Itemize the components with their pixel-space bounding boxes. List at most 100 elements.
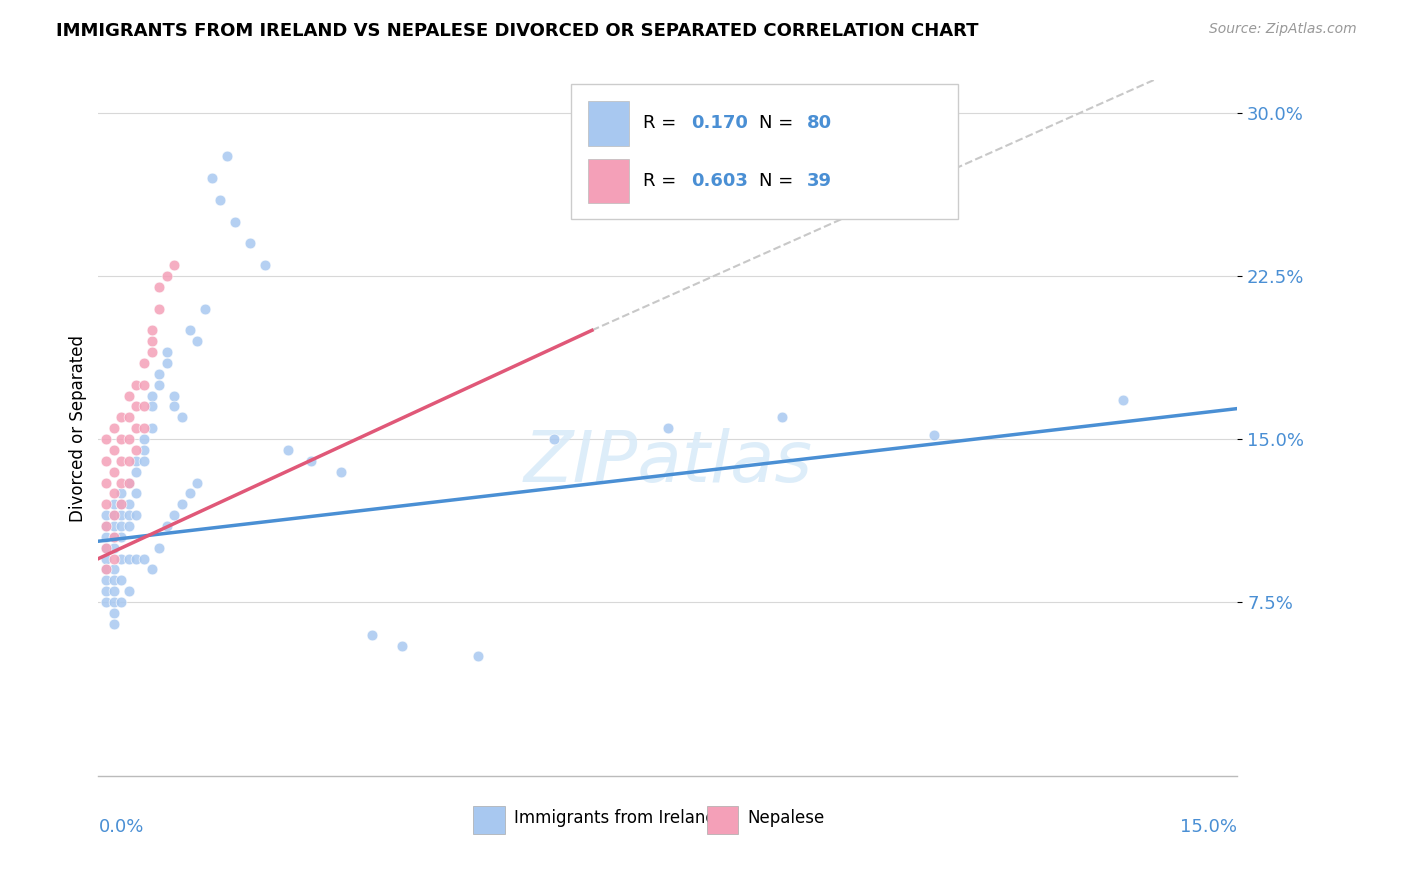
Point xyxy=(94,541,117,555)
Text: R =: R = xyxy=(643,114,682,132)
Point xyxy=(94,519,117,533)
Point xyxy=(132,551,155,566)
Point xyxy=(125,454,148,468)
Point xyxy=(110,475,132,490)
Point xyxy=(125,508,148,523)
Y-axis label: Divorced or Separated: Divorced or Separated xyxy=(69,334,87,522)
Text: IMMIGRANTS FROM IRELAND VS NEPALESE DIVORCED OR SEPARATED CORRELATION CHART: IMMIGRANTS FROM IRELAND VS NEPALESE DIVO… xyxy=(56,22,979,40)
Point xyxy=(148,367,170,381)
Point xyxy=(103,442,125,457)
FancyBboxPatch shape xyxy=(472,806,505,834)
Point xyxy=(94,562,117,576)
Point xyxy=(156,356,179,370)
Point xyxy=(141,421,163,435)
Point xyxy=(132,432,155,446)
Point xyxy=(148,280,170,294)
Text: N =: N = xyxy=(759,114,799,132)
FancyBboxPatch shape xyxy=(707,806,738,834)
Point xyxy=(118,508,141,523)
Point xyxy=(156,519,179,533)
Text: Nepalese: Nepalese xyxy=(748,809,825,827)
Point xyxy=(125,486,148,500)
Point xyxy=(156,345,179,359)
Point xyxy=(103,530,125,544)
Text: 15.0%: 15.0% xyxy=(1180,818,1237,836)
Point xyxy=(103,519,125,533)
Point xyxy=(94,562,117,576)
Point xyxy=(132,421,155,435)
Point xyxy=(94,519,117,533)
Point xyxy=(179,323,201,337)
Point xyxy=(94,475,117,490)
Point xyxy=(118,454,141,468)
Point xyxy=(103,606,125,620)
Point xyxy=(299,454,322,468)
Point xyxy=(277,442,299,457)
Point xyxy=(170,410,193,425)
Point xyxy=(103,486,125,500)
Point xyxy=(103,584,125,599)
Point xyxy=(254,258,277,272)
Point xyxy=(148,301,170,316)
Point xyxy=(118,475,141,490)
Point xyxy=(163,388,186,402)
Point xyxy=(163,508,186,523)
Point xyxy=(118,432,141,446)
Point xyxy=(103,508,125,523)
Point xyxy=(103,497,125,511)
Point xyxy=(118,551,141,566)
Point xyxy=(118,519,141,533)
Point xyxy=(110,486,132,500)
Point xyxy=(103,530,125,544)
Point xyxy=(110,595,132,609)
Point xyxy=(110,519,132,533)
Point xyxy=(110,530,132,544)
Point xyxy=(125,442,148,457)
Point xyxy=(103,562,125,576)
Point xyxy=(186,334,208,349)
Point xyxy=(103,508,125,523)
Point xyxy=(118,410,141,425)
Point xyxy=(94,551,117,566)
Point xyxy=(94,574,117,588)
Point xyxy=(141,388,163,402)
Point xyxy=(94,432,117,446)
Point xyxy=(125,400,148,414)
Text: Immigrants from Ireland: Immigrants from Ireland xyxy=(515,809,716,827)
Point xyxy=(770,410,793,425)
Point xyxy=(170,497,193,511)
Point xyxy=(657,421,679,435)
Point xyxy=(360,628,382,642)
Point xyxy=(148,541,170,555)
Point xyxy=(94,497,117,511)
Point xyxy=(330,465,353,479)
Text: 39: 39 xyxy=(807,172,832,190)
Point xyxy=(208,193,231,207)
Point xyxy=(141,562,163,576)
Point xyxy=(132,442,155,457)
Point xyxy=(163,400,186,414)
Point xyxy=(391,639,413,653)
Point xyxy=(118,584,141,599)
Point xyxy=(118,475,141,490)
Point xyxy=(94,454,117,468)
Point xyxy=(132,400,155,414)
Point xyxy=(110,454,132,468)
Point xyxy=(543,432,565,446)
Point xyxy=(141,400,163,414)
Point xyxy=(94,508,117,523)
Point xyxy=(94,530,117,544)
FancyBboxPatch shape xyxy=(588,159,628,203)
Point xyxy=(110,410,132,425)
Point xyxy=(110,551,132,566)
Point xyxy=(103,616,125,631)
Point xyxy=(132,356,155,370)
Point xyxy=(148,377,170,392)
Point xyxy=(141,323,163,337)
Text: R =: R = xyxy=(643,172,682,190)
Point xyxy=(94,595,117,609)
Text: ZIPatlas: ZIPatlas xyxy=(523,428,813,498)
Point xyxy=(132,377,155,392)
Point xyxy=(125,465,148,479)
Point xyxy=(224,214,246,228)
